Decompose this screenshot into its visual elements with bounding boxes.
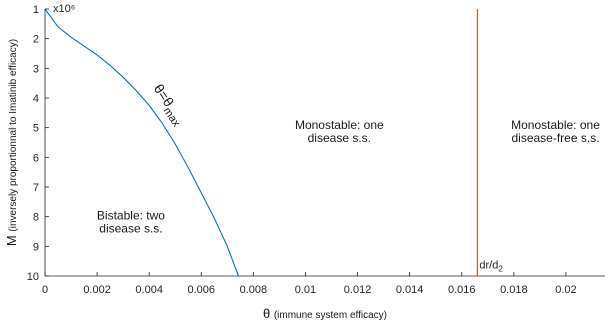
y-tick-label: 8	[33, 212, 39, 224]
y-exponent-label: x10⁶	[53, 3, 75, 15]
y-tick-label: 4	[33, 93, 39, 105]
region-annotation-line: disease s.s.	[308, 131, 371, 145]
curve-label-main: θ=θ	[151, 81, 178, 110]
region-annotation: Monostable: one disease-free s.s.	[511, 118, 600, 145]
y-axis-title: M (inversely proportionnal to Imatinib e…	[4, 39, 19, 246]
vline-label-main: dr/d	[479, 260, 498, 272]
y-tick-label: 9	[33, 241, 39, 253]
y-axis-symbol: M	[4, 232, 19, 246]
y-tick-label: 7	[33, 182, 39, 194]
theta-max-curve	[44, 8, 240, 277]
y-tick-label: 3	[33, 63, 39, 75]
x-axis-title: θ (immune system efficacy)	[263, 306, 387, 321]
x-tick-label: 0.018	[500, 284, 528, 296]
x-tick-label: 0.02	[555, 284, 576, 296]
dr-d2-line-label: dr/d2	[479, 260, 503, 274]
region-annotation-line: Monostable: one	[295, 118, 384, 132]
x-axis-note: (immune system efficacy)	[274, 310, 387, 321]
y-tick-label: 10	[27, 271, 39, 283]
x-tick-label: 0.006	[188, 284, 216, 296]
x-tick-label: 0	[42, 284, 48, 296]
region-annotation-line: Monostable: one	[511, 118, 600, 132]
x-tick-label: 0.014	[396, 284, 424, 296]
region-annotation-line: Bistable: two	[97, 209, 165, 223]
x-tick-label: 0.012	[344, 284, 372, 296]
region-annotation: Bistable: two disease s.s.	[97, 209, 165, 236]
vline-label-subscript: 2	[498, 265, 503, 274]
y-tick-label: 1	[33, 4, 39, 16]
x-tick-label: 0.016	[448, 284, 476, 296]
y-tick-label: 6	[33, 152, 39, 164]
region-annotation: Monostable: one disease s.s.	[295, 118, 384, 145]
x-tick-label: 0.002	[83, 284, 111, 296]
y-axis-note: (inversely proportionnal to Imatinib eff…	[8, 39, 19, 232]
x-axis-symbol: θ	[263, 306, 274, 321]
x-tick-label: 0.01	[295, 284, 316, 296]
plot-layer	[44, 8, 478, 277]
y-tick-label: 5	[33, 123, 39, 135]
region-annotation-line: disease-free s.s.	[511, 131, 599, 145]
theta-max-curve-label: θ=θmax	[147, 81, 189, 130]
x-tick-label: 0.004	[135, 284, 163, 296]
y-tick-label: 2	[33, 34, 39, 46]
axes-layer: 0 0.002 0.004 0.006 0.008 0.01 0.012 0.014 0.016…	[4, 3, 605, 321]
region-annotation-line: disease s.s.	[99, 222, 162, 236]
x-tick-label: 0.008	[240, 284, 268, 296]
